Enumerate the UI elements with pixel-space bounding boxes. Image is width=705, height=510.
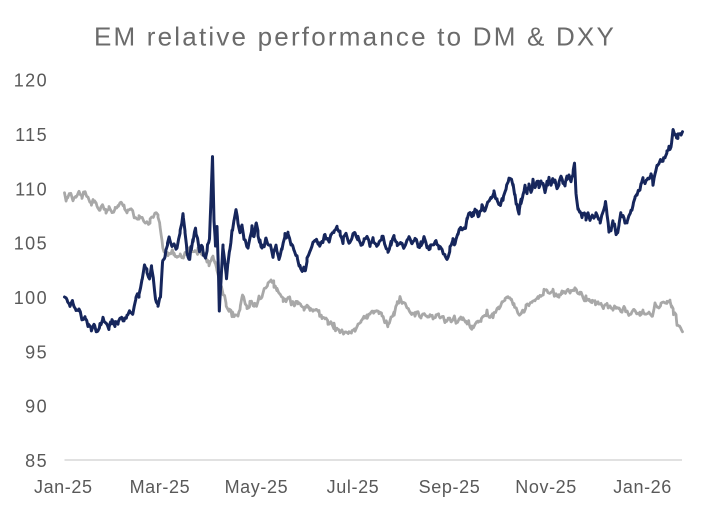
svg-text:110: 110 bbox=[15, 179, 48, 199]
svg-text:Jan-25: Jan-25 bbox=[34, 477, 93, 497]
svg-text:EM relative performance to DM: EM relative performance to DM & DXY bbox=[94, 22, 616, 52]
svg-text:Sep-25: Sep-25 bbox=[419, 477, 481, 497]
svg-text:Mar-25: Mar-25 bbox=[130, 477, 191, 497]
svg-text:85: 85 bbox=[25, 451, 48, 471]
svg-text:Nov-25: Nov-25 bbox=[515, 477, 577, 497]
svg-text:90: 90 bbox=[25, 396, 48, 416]
svg-text:100: 100 bbox=[14, 288, 48, 308]
svg-text:95: 95 bbox=[25, 342, 48, 362]
svg-text:105: 105 bbox=[14, 233, 48, 253]
svg-text:120: 120 bbox=[14, 70, 48, 90]
svg-text:Jul-25: Jul-25 bbox=[327, 477, 380, 497]
svg-text:May-25: May-25 bbox=[225, 477, 289, 497]
svg-text:Jan-26: Jan-26 bbox=[613, 477, 672, 497]
svg-text:115: 115 bbox=[15, 125, 48, 145]
